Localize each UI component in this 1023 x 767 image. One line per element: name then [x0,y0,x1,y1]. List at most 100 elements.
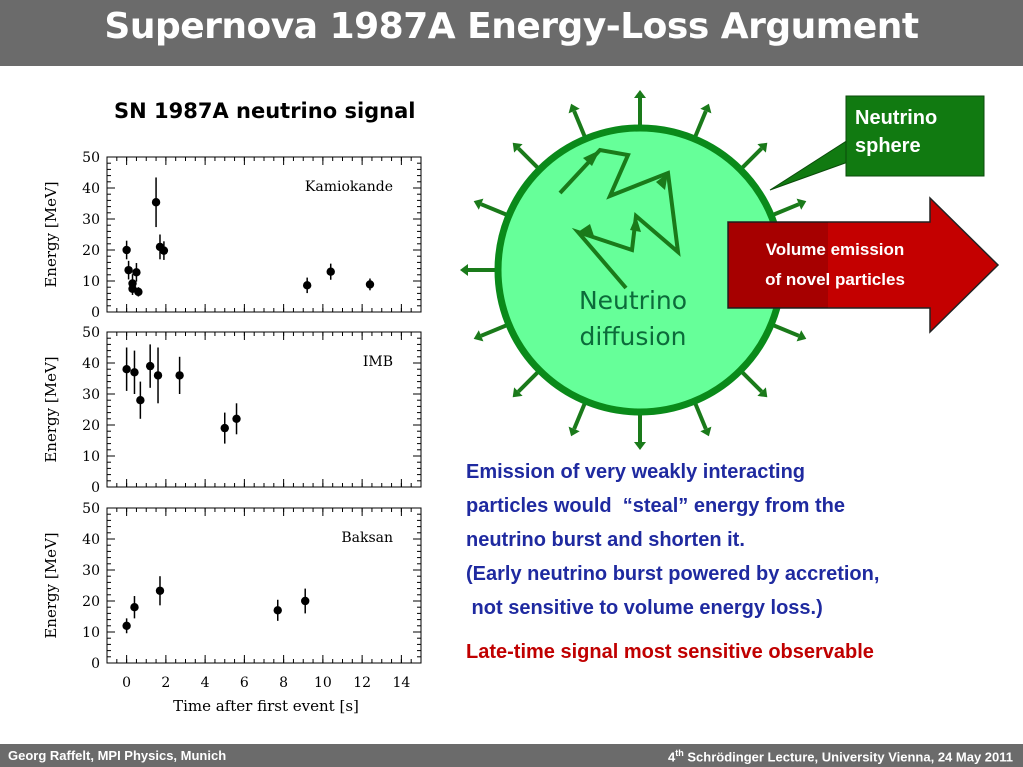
conclusion-text: Late-time signal most sensitive observab… [466,641,874,663]
data-point [128,279,137,288]
ray-arrowhead [512,387,523,398]
ray-arrowhead [512,142,523,153]
y-tick-label: 0 [91,656,100,672]
ray-arrowhead [796,198,807,210]
panel-name-kamiokande: Kamiokande [305,179,393,195]
data-point [220,423,229,433]
data-point [155,586,165,595]
volume-emission-label: Volume emission of novel particles [740,235,930,295]
x-axis-label: Time after first event [s] [173,697,359,715]
data-point [326,267,335,276]
ray-line [693,402,708,430]
data-point [159,246,169,255]
x-tick-label: 10 [314,675,332,691]
y-tick-label: 0 [91,480,100,496]
arrow-label-line1: Volume emission [765,240,905,259]
ray-line [693,110,708,138]
ray-line [572,402,587,430]
panel-name-imb: IMB [363,354,393,370]
ray-arrowhead [700,103,712,114]
ray-arrowhead [460,264,468,276]
title-bar [0,0,1023,66]
volume-emission-arrow [727,196,1000,334]
x-tick-label: 12 [353,675,371,691]
data-point [122,365,131,374]
data-point [151,198,161,207]
text-line-1: Emission of very weakly interacting [466,461,806,483]
x-tick-label: 0 [122,675,131,691]
y-tick-label: 40 [82,532,100,548]
ray-line [516,370,540,394]
explanation-text: Emission of very weakly interacting part… [466,455,1006,625]
data-point [132,268,141,277]
data-point [136,396,145,405]
y-axis-label: Energy [MeV] [42,356,60,462]
sphere-callout-tail [769,139,849,191]
text-line-5: not sensitive to volume energy loss.) [466,597,823,619]
text-line-4: (Early neutrino burst powered by accreti… [466,563,880,585]
diffusion-label-line1: Neutrino [578,286,688,315]
data-point [122,621,131,630]
x-tick-label: 8 [279,675,288,691]
data-point [365,280,375,289]
sphere-label-box [845,95,985,177]
y-tick-label: 40 [82,356,100,372]
emission-rays [460,90,820,450]
ray-arrowhead [634,442,646,450]
data-point [175,371,184,380]
ray-arrowhead [568,103,580,114]
y-tick-label: 20 [82,418,100,434]
data-point [130,368,139,377]
data-point [302,281,312,290]
x-tick-label: 14 [392,675,410,691]
ray-line [772,202,800,217]
plots-title: SN 1987A neutrino signal [114,99,416,123]
ray-arrowhead [757,387,768,398]
y-axis-label: Energy [MeV] [42,532,60,638]
ray-arrowhead [473,198,484,210]
ray-line [480,202,508,217]
neutrino-sphere-label: Neutrino sphere [855,104,985,160]
ray-arrowhead [700,426,712,437]
slide-title: Supernova 1987A Energy-Loss Argument [104,6,919,47]
data-point [273,606,282,615]
diffusion-label: Neutrino diffusion [548,283,718,355]
panel-name-baksan: Baksan [341,530,393,546]
y-tick-label: 30 [82,563,100,579]
y-tick-label: 30 [82,387,100,403]
y-tick-label: 20 [82,594,100,610]
y-tick-label: 10 [82,449,100,465]
ray-line [572,110,587,138]
y-tick-label: 10 [82,625,100,641]
ray-line [772,323,800,338]
y-tick-label: 0 [91,305,100,321]
y-tick-label: 20 [82,243,100,259]
x-tick-label: 4 [201,675,210,691]
ray-arrowhead [796,330,807,342]
ray-line [740,370,764,394]
y-axis-label: Energy [MeV] [42,181,60,287]
data-point [145,361,155,371]
data-point [301,596,310,606]
ray-arrowhead [634,90,646,98]
data-point [232,414,241,423]
x-tick-label: 6 [240,675,249,691]
ray-arrowhead [473,330,484,342]
footer-author: Georg Raffelt, MPI Physics, Munich [8,748,227,763]
ray-arrowhead [757,142,768,153]
ray-arrowhead [568,426,580,437]
ray-line [740,146,764,170]
y-tick-label: 30 [82,212,100,228]
diffusion-label-line2: diffusion [579,322,687,351]
y-tick-label: 40 [82,181,100,197]
y-tick-label: 50 [82,150,100,166]
footer-event: 4th Schrödinger Lecture, University Vien… [668,748,1013,764]
data-point [134,287,143,297]
x-tick-label: 2 [161,675,170,691]
sphere-label-line2: sphere [855,135,921,157]
y-tick-label: 50 [82,325,100,341]
text-line-3: neutrino burst and shorten it. [466,529,745,551]
y-tick-label: 10 [82,274,100,290]
